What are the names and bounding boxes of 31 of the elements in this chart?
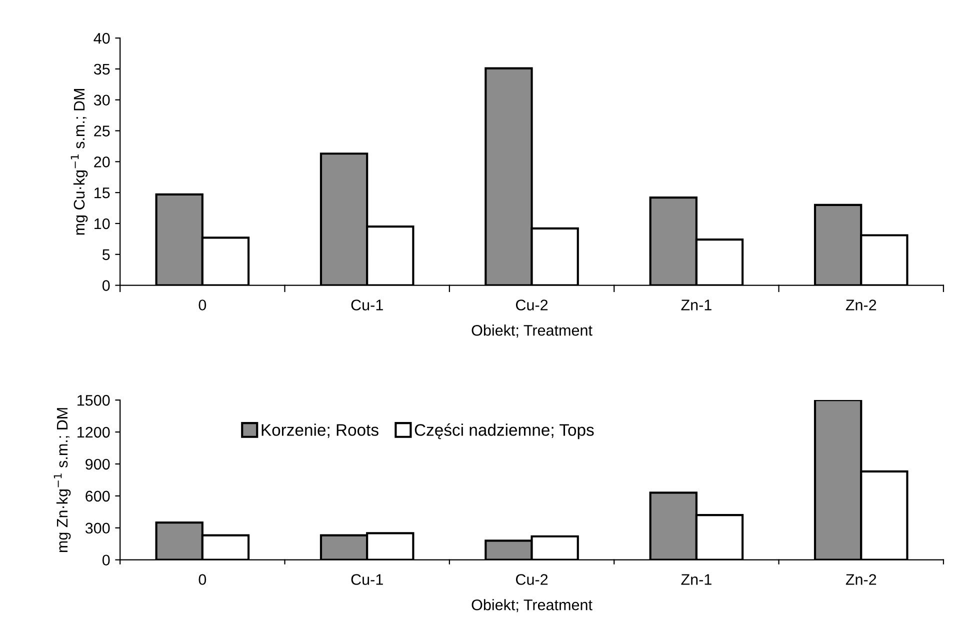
y-tick-label: 0 <box>102 280 110 291</box>
y-tick-label: 300 <box>85 522 110 534</box>
y-tick-label: 600 <box>86 490 110 502</box>
y-tick-label: 1200 <box>78 426 110 438</box>
y-tick-label: 35 <box>94 64 110 75</box>
x-tick-label: Cu-1 <box>351 300 383 310</box>
x-axis-title: Obiekt; Treatment <box>472 599 592 612</box>
x-tick-label: Zn-2 <box>846 300 876 310</box>
x-tick-label: Cu-2 <box>516 300 548 310</box>
y-tick-label: 40 <box>94 32 110 44</box>
y-axis-title: mg Zn·kg$^{−1}$ s.m.; DM <box>54 408 71 552</box>
x-tick-label: Zn-1 <box>681 574 712 585</box>
y-tick-label: 20 <box>94 156 110 168</box>
x-tick-label: Cu-1 <box>351 574 383 585</box>
y-tick-label: 30 <box>94 94 110 106</box>
y-tick-label: 15 <box>94 188 110 198</box>
x-tick-label: 0 <box>198 300 206 310</box>
x-tick-label: Zn-2 <box>846 574 876 585</box>
y-tick-label: 5 <box>102 249 110 260</box>
x-tick-label: 0 <box>198 574 206 585</box>
legend-label: Części nadziemne; Tops <box>414 423 594 440</box>
y-tick-label: 900 <box>86 458 110 470</box>
y-tick-label: 1500 <box>78 394 110 406</box>
y-tick-label: 0 <box>102 554 110 566</box>
x-tick-label: Zn-1 <box>681 300 712 310</box>
y-tick-label: 25 <box>94 126 110 136</box>
y-tick-label: 10 <box>94 218 110 230</box>
x-tick-label: Cu-2 <box>516 574 548 585</box>
legend-label: Korzenie; Roots <box>262 424 378 438</box>
x-axis-title: Obiekt; Treatment <box>472 324 592 338</box>
y-axis-title: mg Cu·kg$^{−1}$ s.m.; DM <box>70 89 88 235</box>
